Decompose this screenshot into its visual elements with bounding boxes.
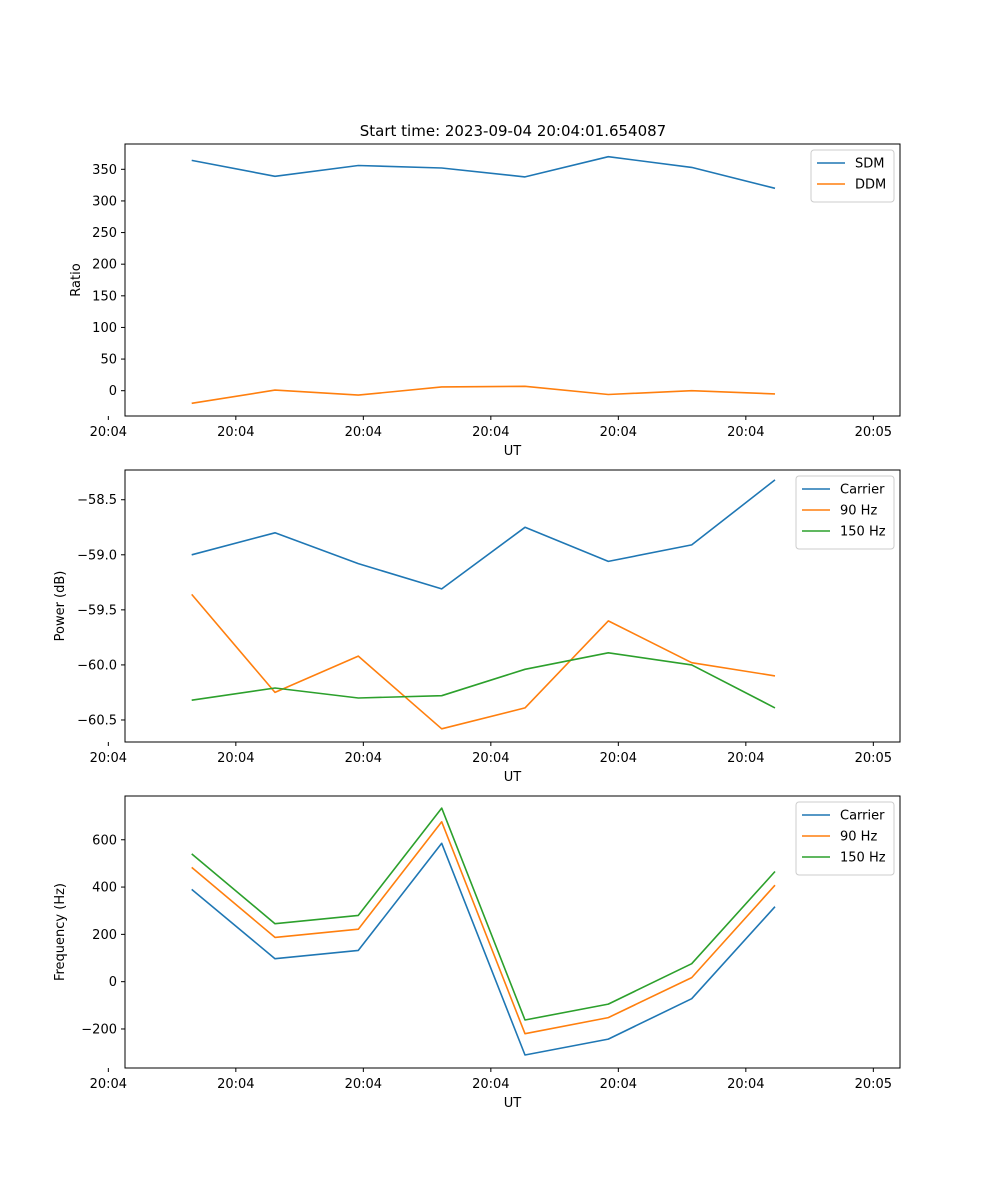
y-tick-label: 400 (92, 881, 117, 896)
x-tick-label: 20:04 (600, 425, 637, 440)
y-tick-label: 250 (92, 226, 117, 241)
x-tick-label: 20:04 (600, 751, 637, 766)
x-tick-label: 20:04 (472, 1077, 509, 1092)
legend: Carrier 90 Hz 150 Hz (795, 801, 895, 876)
plot-frame (124, 469, 901, 743)
y-tick-label: 0 (109, 975, 117, 990)
y-tick-label: 50 (100, 353, 117, 368)
y-axis-label: Power (dB) (53, 571, 68, 642)
y-tick-label: 100 (92, 321, 117, 336)
legend: SDM DDM (810, 149, 895, 203)
legend-label: Carrier (840, 483, 885, 498)
series-line-carrier (191, 842, 776, 1056)
subplot-3: 20:04 20:04 20:04 20:04 20:04 20:04 20:05 −200 0… (53, 795, 901, 1111)
y-tick-label: 200 (92, 928, 117, 943)
series-line-90-hz (191, 593, 776, 730)
x-axis-label: UT (504, 1096, 522, 1111)
subplot-2: 20:04 20:04 20:04 20:04 20:04 20:04 20:05 −60.5… (53, 469, 901, 785)
legend-label: DDM (855, 178, 886, 193)
legend-label: Carrier (840, 809, 885, 824)
x-tick-label: 20:05 (855, 425, 892, 440)
y-tick-label: 300 (92, 194, 117, 209)
legend-label: SDM (855, 157, 884, 172)
y-tick-label: 150 (92, 289, 117, 304)
x-tick-label: 20:04 (345, 425, 382, 440)
y-tick-label: −60.5 (77, 713, 117, 728)
x-tick-label: 20:04 (600, 1077, 637, 1092)
x-tick-label: 20:04 (217, 425, 254, 440)
x-tick-label: 20:04 (727, 1077, 764, 1092)
series-line-150-hz (191, 651, 776, 709)
legend-label: 150 Hz (840, 851, 886, 866)
legend-label: 150 Hz (840, 525, 886, 540)
y-tick-label: 0 (109, 384, 117, 399)
legend: Carrier 90 Hz 150 Hz (795, 475, 895, 550)
y-tick-label: −58.5 (77, 493, 117, 508)
y-tick-label: 200 (92, 258, 117, 273)
subplots: 20:04 20:04 20:04 20:04 20:04 20:04 20:05 0 50 10… (53, 143, 901, 1111)
y-tick-label: −59.0 (77, 548, 117, 563)
plot-frame (124, 143, 901, 417)
x-axis-label: UT (504, 444, 522, 459)
subplot-1: 20:04 20:04 20:04 20:04 20:04 20:04 20:05 0 50 10… (69, 143, 901, 459)
y-axis-label: Ratio (69, 263, 84, 296)
y-tick-label: 350 (92, 163, 117, 178)
legend-label: 90 Hz (840, 830, 877, 845)
legend-label: 90 Hz (840, 504, 877, 519)
x-tick-label: 20:04 (727, 751, 764, 766)
x-tick-label: 20:04 (345, 751, 382, 766)
series-line-carrier (191, 479, 776, 590)
x-tick-label: 20:04 (345, 1077, 382, 1092)
x-axis-label: UT (504, 770, 522, 785)
x-tick-label: 20:04 (217, 1077, 254, 1092)
series-line-90-hz (191, 820, 776, 1035)
plot-frame (124, 795, 901, 1069)
x-tick-label: 20:04 (90, 1077, 127, 1092)
x-tick-label: 20:04 (472, 425, 509, 440)
y-tick-label: −200 (81, 1022, 117, 1037)
x-tick-label: 20:04 (90, 751, 127, 766)
y-tick-label: 600 (92, 833, 117, 848)
y-axis-label: Frequency (Hz) (53, 883, 68, 981)
x-tick-label: 20:05 (855, 1077, 892, 1092)
y-tick-label: −60.0 (77, 658, 117, 673)
series-line-ddm (191, 385, 776, 405)
y-tick-label: −59.5 (77, 603, 117, 618)
x-tick-label: 20:04 (727, 425, 764, 440)
figure-title: Start time: 2023-09-04 20:04:01.654087 (360, 122, 666, 140)
x-tick-label: 20:04 (217, 751, 254, 766)
x-tick-label: 20:04 (472, 751, 509, 766)
x-tick-label: 20:05 (855, 751, 892, 766)
series-line-150-hz (191, 807, 776, 1021)
series-line-sdm (191, 155, 776, 190)
x-tick-label: 20:04 (90, 425, 127, 440)
